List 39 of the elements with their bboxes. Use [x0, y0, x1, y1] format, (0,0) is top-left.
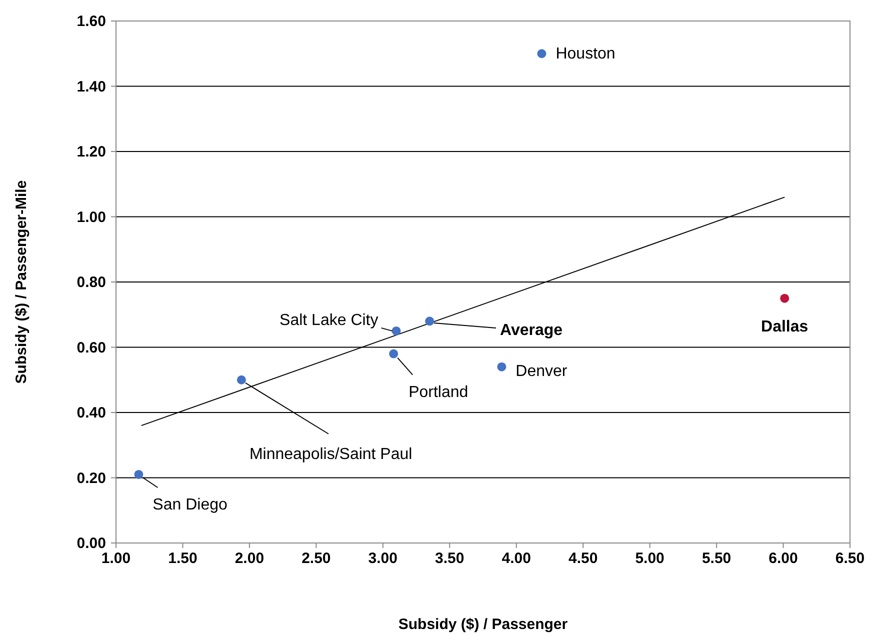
point: [389, 349, 398, 358]
x-tick-label: 3.50: [435, 550, 464, 567]
annotation: Denver: [516, 362, 568, 380]
point: [425, 316, 434, 326]
point: [236, 375, 246, 384]
annotation: Salt Lake City: [280, 312, 378, 329]
point: [537, 49, 546, 58]
point: [134, 470, 144, 479]
x-axis-title: Subsidy ($) / Passenger: [398, 616, 568, 633]
annotation: San Diego: [152, 496, 228, 514]
y-tick-label: 0.80: [76, 274, 106, 291]
annotation: Portland: [408, 384, 468, 401]
y-tick-label: 0.60: [76, 339, 106, 356]
y-axis-title: Subsidy ($) / Passenger-Mile: [13, 180, 30, 384]
annotation: Minneapolis/Saint Paul: [249, 446, 412, 463]
y-tick-label: 0.40: [76, 404, 106, 422]
y-tick-label: 0.20: [76, 470, 106, 487]
x-tick-label: 5.00: [635, 550, 664, 567]
x-tick-label: 2.50: [302, 550, 331, 567]
x-tick-label: 4.00: [502, 550, 531, 567]
y-tick-label: 1.00: [76, 208, 106, 226]
point: [497, 362, 506, 372]
x-tick-label: 5.50: [702, 550, 732, 567]
annotation: Average: [500, 322, 563, 339]
x-tick-label: 6.50: [835, 550, 865, 567]
x-tick-label: 3.00: [368, 550, 398, 567]
x-tick-label: 4.50: [568, 550, 598, 567]
x-tick-label: 6.00: [768, 550, 798, 567]
x-tick-label: 1.50: [168, 550, 198, 567]
x-tick-label: 2.00: [234, 550, 264, 567]
annotation: Dallas: [761, 318, 808, 336]
x-tick-label: 1.00: [101, 550, 131, 567]
annotation: Houston: [556, 46, 616, 63]
y-tick-label: 1.60: [76, 13, 106, 30]
point: [780, 294, 790, 303]
y-tick-label: 0.00: [76, 535, 106, 552]
y-tick-label: 1.20: [76, 144, 106, 160]
point: [392, 326, 401, 336]
y-tick-label: 1.40: [76, 78, 106, 96]
